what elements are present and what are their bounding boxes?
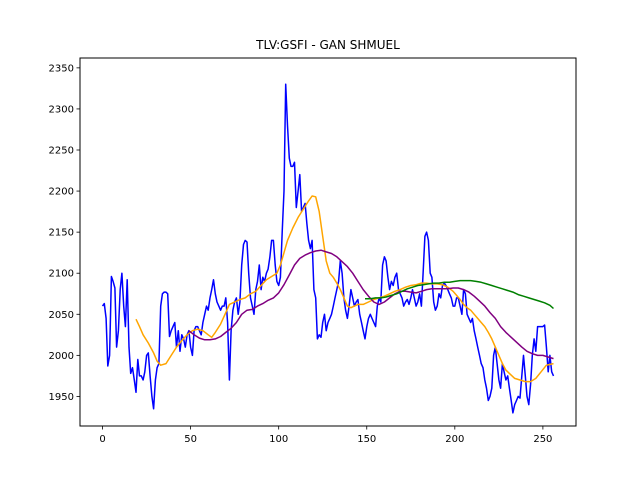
series-line-1 [101, 83, 555, 414]
axes-frame [79, 57, 577, 427]
x-tick-label: 250 [533, 434, 552, 445]
series-line-2 [135, 195, 554, 383]
y-tick-label: 2200 [49, 187, 74, 198]
y-tick-label: 2250 [49, 146, 74, 157]
y-tick-label: 2350 [49, 63, 74, 74]
y-tick-label: 2050 [49, 310, 74, 321]
x-tick-label: 150 [357, 434, 376, 445]
series-layer [101, 83, 555, 414]
chart-title: TLV:GSFI - GAN SHMUEL [255, 38, 400, 52]
series-line-4 [365, 279, 554, 310]
x-tick-label: 200 [445, 434, 464, 445]
y-axis: 1950 2000 2050 2100 2150 2200 2250 2300 2350 [49, 63, 80, 403]
x-tick-label: 0 [99, 434, 105, 445]
x-tick-label: 50 [184, 434, 197, 445]
y-tick-label: 2100 [49, 269, 74, 280]
y-tick-label: 2300 [49, 104, 74, 115]
y-tick-label: 1950 [49, 392, 74, 403]
x-axis: 0 50 100 150 200 250 [99, 426, 552, 445]
y-tick-label: 2000 [49, 351, 74, 362]
y-tick-label: 2150 [49, 228, 74, 239]
x-tick-label: 100 [269, 434, 288, 445]
